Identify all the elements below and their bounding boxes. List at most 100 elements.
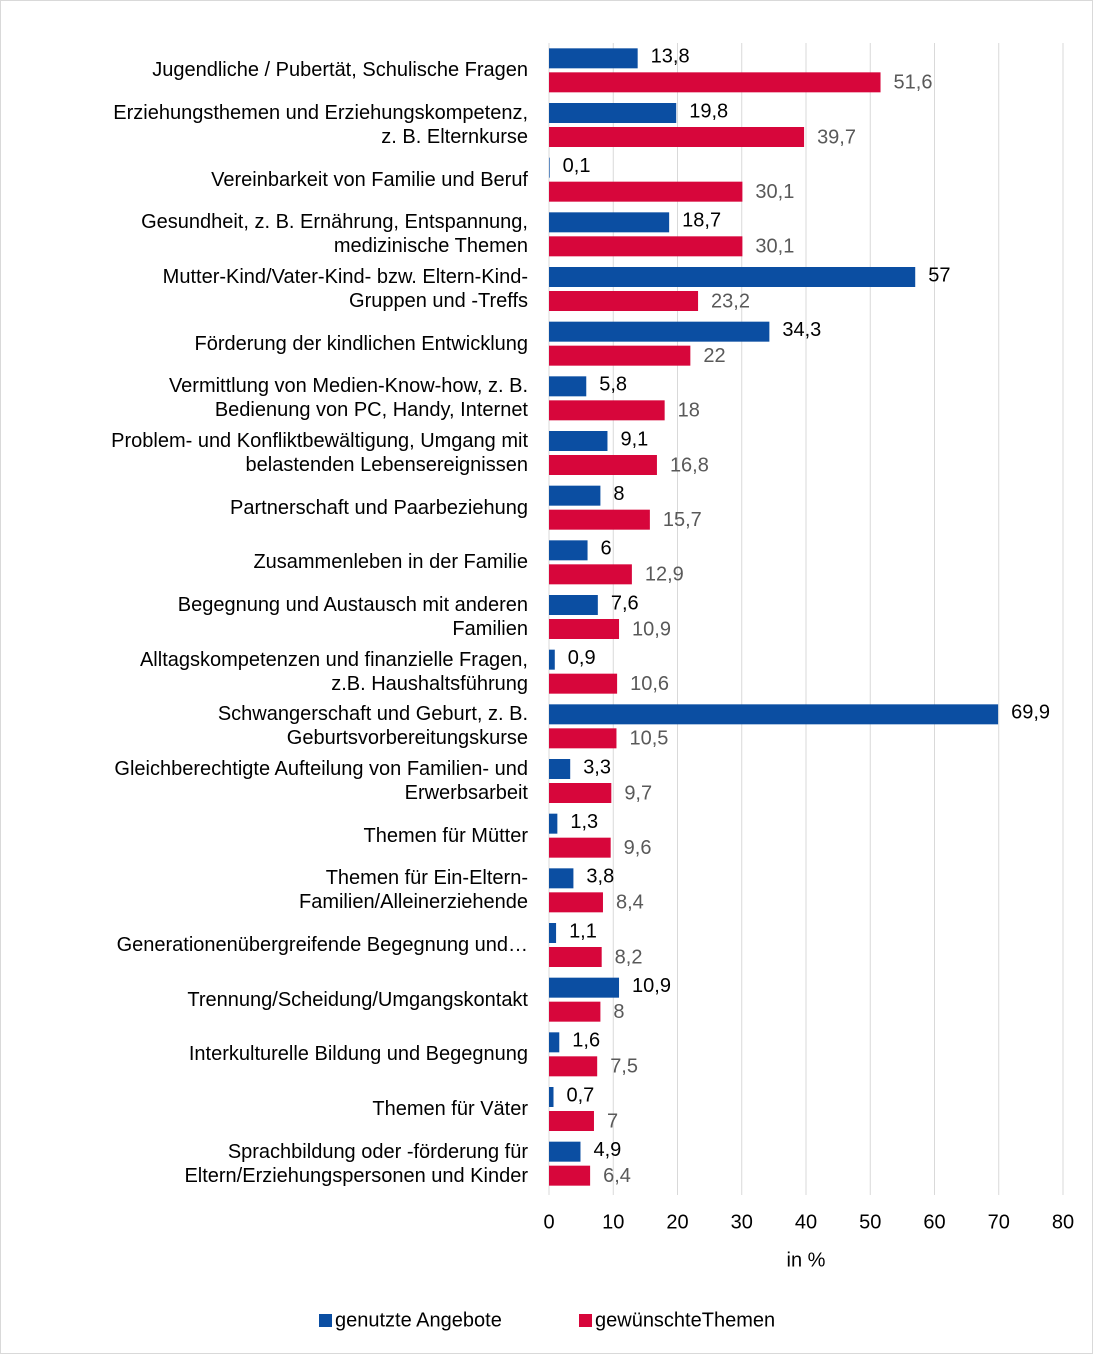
data-label: 10,6 (630, 673, 669, 695)
bar (549, 923, 557, 943)
bar (549, 619, 620, 639)
data-label: 9,6 (624, 837, 652, 859)
category-label: Vermittlung von Medien-Know-how, z. B. B… (168, 375, 528, 422)
bar (549, 1165, 591, 1186)
bar (549, 1111, 594, 1131)
data-label: 57 (928, 264, 950, 286)
x-tick-label: 40 (795, 1211, 817, 1233)
data-label: 22 (703, 345, 725, 367)
bar (549, 977, 620, 998)
category-label: Alltagskompetenzen und finanzielle Frage… (139, 648, 528, 695)
bar (549, 704, 999, 725)
x-tick-label: 30 (731, 1211, 753, 1233)
bar (549, 728, 617, 749)
data-label: 51,6 (894, 72, 933, 94)
legend-swatch (579, 1314, 592, 1327)
bar (549, 181, 743, 202)
category-label: Generationenübergreifende Begegnung und… (116, 934, 528, 956)
x-tick-label: 80 (1052, 1211, 1074, 1233)
bar (549, 212, 670, 233)
category-label: Partnerschaft und Paarbeziehung (230, 496, 528, 519)
bar (549, 321, 770, 342)
category-label: Themen für Ein-Eltern- Familien/Alleiner… (298, 867, 528, 914)
bar (549, 72, 881, 93)
data-label: 3,3 (583, 756, 611, 778)
category-label: Gesundheit, z. B. Ernährung, Entspannung… (141, 211, 528, 258)
data-label: 10,9 (632, 975, 671, 997)
data-label: 16,8 (670, 454, 709, 476)
bar (549, 837, 611, 858)
category-label: Trennung/Scheidung/Umgangskontakt (187, 988, 528, 1011)
bar (549, 868, 574, 889)
data-label: 0,7 (566, 1084, 594, 1106)
bar (549, 127, 805, 147)
bar (549, 1141, 581, 1162)
data-label: 10,9 (632, 618, 671, 640)
bar (549, 455, 657, 475)
bar (549, 673, 618, 694)
bar (549, 540, 588, 561)
category-label: Förderung der kindlichen Entwicklung (194, 332, 528, 355)
x-tick-label: 50 (859, 1211, 881, 1233)
bar (549, 595, 598, 615)
data-label: 4,9 (593, 1139, 621, 1161)
data-label: 23,2 (711, 290, 750, 312)
data-label: 0,9 (568, 647, 596, 669)
category-label: Sprachbildung oder -förderung für Eltern… (184, 1140, 528, 1187)
data-label: 3,8 (586, 866, 614, 888)
bar (549, 345, 691, 366)
data-label: 1,3 (570, 811, 598, 833)
data-label: 6 (601, 538, 612, 560)
bar (549, 1001, 601, 1022)
bar (549, 485, 601, 506)
bar (549, 1087, 554, 1107)
data-label: 7,6 (611, 592, 639, 614)
category-label: Mutter-Kind/Vater-Kind- bzw. Eltern-Kind… (162, 266, 528, 312)
data-label: 34,3 (782, 319, 821, 341)
category-label: Jugendliche / Pubertät, Schulische Frage… (152, 59, 528, 82)
bar (549, 48, 638, 69)
category-label: Begegnung und Austausch mit anderen Fami… (177, 594, 528, 640)
bar (549, 291, 699, 311)
x-tick-label: 0 (543, 1211, 554, 1233)
bar (549, 813, 558, 834)
category-label: Themen für Väter (372, 1098, 528, 1120)
bar (549, 564, 632, 585)
category-label: Themen für Mütter (363, 824, 528, 847)
data-label: 8,2 (615, 946, 643, 968)
bar (549, 236, 743, 257)
data-label: 9,1 (620, 428, 648, 450)
data-label: 39,7 (817, 126, 856, 148)
x-tick-label: 70 (988, 1211, 1010, 1233)
category-label: Problem- und Konfliktbewältigung, Umgang… (111, 430, 528, 476)
bar (549, 157, 550, 178)
x-axis-label: in % (787, 1249, 826, 1271)
category-label: Gleichberechtigte Aufteilung von Familie… (114, 758, 528, 804)
bar (549, 947, 602, 967)
x-tick-label: 60 (923, 1211, 945, 1233)
data-label: 8 (613, 483, 624, 505)
bar (549, 759, 571, 779)
data-label: 13,8 (651, 46, 690, 68)
category-label: Zusammenleben in der Familie (253, 551, 528, 574)
data-label: 10,5 (629, 728, 668, 750)
category-label: Erziehungsthemen und Erziehungskompetenz… (113, 102, 528, 148)
category-label: Schwangerschaft und Geburt, z. B. Geburt… (217, 703, 528, 750)
category-label: Vereinbarkeit von Familie und Beruf (211, 168, 528, 191)
bar (549, 892, 603, 913)
bar (549, 649, 555, 670)
bar (549, 1056, 598, 1077)
bar (549, 267, 916, 287)
bar (549, 431, 608, 451)
data-label: 8 (613, 1001, 624, 1023)
data-label: 5,8 (599, 374, 627, 396)
bar (549, 509, 650, 530)
legend-swatch (319, 1314, 332, 1327)
x-tick-label: 10 (602, 1211, 624, 1233)
data-label: 69,9 (1011, 702, 1050, 724)
data-label: 8,4 (616, 892, 644, 914)
data-label: 30,1 (755, 236, 794, 258)
legend-label: genutzte Angebote (335, 1309, 502, 1331)
data-label: 30,1 (755, 181, 794, 203)
